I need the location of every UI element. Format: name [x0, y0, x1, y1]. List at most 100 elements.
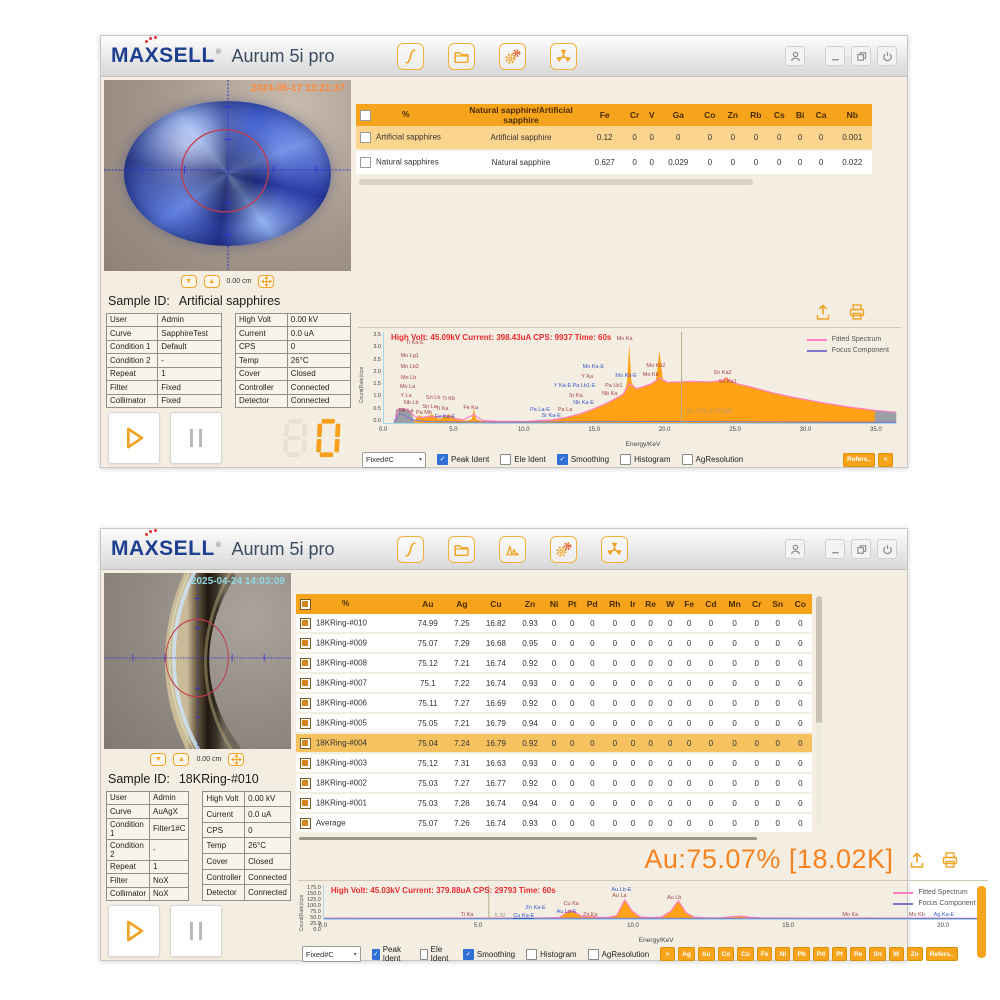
- result-row[interactable]: 18KRing-#008 75.12 7.21 16.74 0.92 0 0 0 0 0 0 0 0 0 0…: [295, 653, 812, 673]
- result-row[interactable]: 18KRing-#010 74.99 7.25 16.82 0.93 0 0 0 0 0 0 0 0 0 0…: [295, 614, 812, 633]
- ele-ident-checkbox[interactable]: Ele Ident: [419, 945, 452, 963]
- checkbox-box[interactable]: ✓: [462, 948, 474, 960]
- row-checkbox[interactable]: [299, 697, 311, 709]
- element-filter-button-ni[interactable]: Ni: [775, 947, 791, 961]
- row-checkbox[interactable]: [299, 657, 311, 669]
- export-button[interactable]: [813, 302, 833, 322]
- stage-up-button[interactable]: ▲: [203, 274, 220, 288]
- histogram-checkbox[interactable]: Histogram: [526, 948, 577, 960]
- row-checkbox[interactable]: [299, 677, 311, 689]
- element-filter-button-pd[interactable]: Pd: [812, 947, 830, 961]
- element-filter-button-cu[interactable]: Cu: [737, 947, 754, 961]
- calibration-curve-button[interactable]: [396, 42, 424, 70]
- smoothing-checkbox[interactable]: ✓ Smoothing: [462, 948, 515, 960]
- row-checkbox[interactable]: [299, 797, 311, 809]
- element-filter-button-w[interactable]: W: [888, 947, 904, 961]
- print-button[interactable]: [847, 302, 867, 322]
- result-row[interactable]: 18KRing-#006 75.11 7.27 16.69 0.92 0 0 0 0 0 0 0 0 0 0…: [295, 693, 812, 713]
- result-row[interactable]: 18KRing-#002 75.03 7.27 16.77 0.92 0 0 0 0 0 0 0 0 0 0…: [295, 773, 812, 793]
- result-row[interactable]: 18KRing-#005 75.05 7.21 16.79 0.94 0 0 0 0 0 0 0 0 0 0…: [295, 713, 812, 733]
- radiation-button[interactable]: [549, 42, 577, 70]
- result-row[interactable]: 18KRing-#004 75.04 7.24 16.79 0.92 0 0 0 0 0 0 0 0 0 0…: [295, 733, 812, 753]
- result-row[interactable]: Average 75.07 7.26 16.74 0.93 0 0 0 0 0 0 0 0 0 0 0 0 0: [295, 813, 812, 833]
- ele-ident-checkbox[interactable]: Ele Ident: [500, 454, 546, 465]
- pause-button[interactable]: [170, 905, 222, 957]
- mode-select[interactable]: Fixed#C ▾: [362, 451, 426, 468]
- checkbox-box[interactable]: [526, 948, 538, 960]
- select-all-header[interactable]: %: [356, 104, 457, 126]
- stage-down-button[interactable]: ▼: [150, 752, 167, 766]
- start-button[interactable]: [108, 412, 160, 464]
- settings-button[interactable]: [549, 535, 577, 563]
- refers-button[interactable]: Refers..: [843, 452, 875, 467]
- element-filter-button-au[interactable]: Au: [697, 947, 715, 961]
- stage-up-button[interactable]: ▲: [173, 752, 190, 766]
- element-filter-button-co[interactable]: Co: [717, 947, 735, 961]
- row-checkbox[interactable]: [299, 777, 311, 789]
- element-filter-button-re[interactable]: Re: [850, 947, 867, 961]
- row-checkbox[interactable]: [360, 157, 371, 168]
- peak-ident-checkbox[interactable]: ✓ Peak Ident: [437, 454, 489, 465]
- export-button[interactable]: [907, 850, 927, 870]
- row-checkbox[interactable]: [360, 132, 371, 143]
- expand-elements-button[interactable]: >: [660, 947, 676, 961]
- checkbox-box[interactable]: [500, 454, 512, 465]
- table-horizontal-scrollbar[interactable]: [359, 179, 753, 185]
- row-checkbox[interactable]: [299, 637, 311, 649]
- agresolution-checkbox[interactable]: AgResolution: [681, 454, 743, 465]
- element-filter-button-pb[interactable]: Pb: [793, 947, 810, 961]
- minimize-button[interactable]: [825, 539, 845, 559]
- stage-move-button[interactable]: [258, 274, 275, 288]
- result-row[interactable]: Natural sapphires Natural sapphire 0.627 0 0…: [356, 150, 872, 175]
- open-folder-button[interactable]: [447, 535, 475, 563]
- checkbox-box[interactable]: [419, 948, 428, 960]
- pause-button[interactable]: [170, 412, 222, 464]
- element-filter-button-pt[interactable]: Pt: [832, 947, 848, 961]
- print-button[interactable]: [940, 850, 960, 870]
- result-row[interactable]: 18KRing-#003 75.12 7.31 16.63 0.93 0 0 0 0 0 0 0 0 0 0…: [295, 753, 812, 773]
- row-checkbox[interactable]: [299, 757, 311, 769]
- checkbox-box[interactable]: [620, 454, 632, 465]
- result-row[interactable]: 18KRing-#007 75.1 7.22 16.74 0.93 0 0 0 0 0 0 0 0 0 0 0…: [295, 673, 812, 693]
- user-button[interactable]: [785, 46, 805, 66]
- select-all-header[interactable]: %: [295, 594, 409, 614]
- settings-button[interactable]: [498, 42, 526, 70]
- header-checkbox[interactable]: [360, 109, 371, 121]
- row-checkbox[interactable]: [299, 717, 311, 729]
- peak-ident-checkbox[interactable]: ✓ Peak Ident: [371, 945, 409, 963]
- smoothing-checkbox[interactable]: ✓ Smoothing: [556, 454, 609, 465]
- power-button[interactable]: [877, 46, 897, 66]
- expand-elements-button[interactable]: <: [878, 452, 893, 467]
- spectrum-chart-button[interactable]: [498, 535, 526, 563]
- element-filter-button-zn[interactable]: Zn: [906, 947, 923, 961]
- mode-select[interactable]: Fixed#C ▾: [301, 946, 361, 962]
- element-filter-button-sn[interactable]: Sn: [869, 947, 886, 961]
- restore-button[interactable]: [851, 46, 871, 66]
- stage-down-button[interactable]: ▼: [180, 274, 197, 288]
- table-horizontal-scrollbar[interactable]: [298, 837, 757, 841]
- checkbox-box[interactable]: ✓: [556, 454, 568, 465]
- checkbox-box[interactable]: [681, 454, 693, 465]
- result-row[interactable]: 18KRing-#001 75.03 7.28 16.74 0.94 0 0 0 0 0 0 0 0 0 0…: [295, 793, 812, 813]
- result-row[interactable]: Artificial sapphires Artificial sapphire 0…: [356, 126, 872, 150]
- radiation-button[interactable]: [600, 535, 628, 563]
- checkbox-box[interactable]: [587, 948, 599, 960]
- start-button[interactable]: [108, 905, 160, 957]
- row-checkbox[interactable]: [299, 617, 311, 629]
- row-checkbox[interactable]: [299, 737, 311, 749]
- calibration-curve-button[interactable]: [396, 535, 424, 563]
- refers-button[interactable]: Refers..: [925, 947, 958, 961]
- result-row[interactable]: 18KRing-#009 75.07 7.29 16.68 0.95 0 0 0 0 0 0 0 0 0 0…: [295, 633, 812, 653]
- minimize-button[interactable]: [825, 46, 845, 66]
- power-button[interactable]: [877, 539, 897, 559]
- agresolution-checkbox[interactable]: AgResolution: [587, 948, 649, 960]
- checkbox-box[interactable]: ✓: [371, 948, 380, 960]
- histogram-checkbox[interactable]: Histogram: [620, 454, 671, 465]
- open-folder-button[interactable]: [447, 42, 475, 70]
- stage-move-button[interactable]: [228, 752, 245, 766]
- restore-button[interactable]: [851, 539, 871, 559]
- element-filter-button-fe[interactable]: Fe: [756, 947, 773, 961]
- header-checkbox[interactable]: [299, 598, 311, 610]
- element-filter-button-ag[interactable]: Ag: [678, 947, 695, 961]
- user-button[interactable]: [785, 539, 805, 559]
